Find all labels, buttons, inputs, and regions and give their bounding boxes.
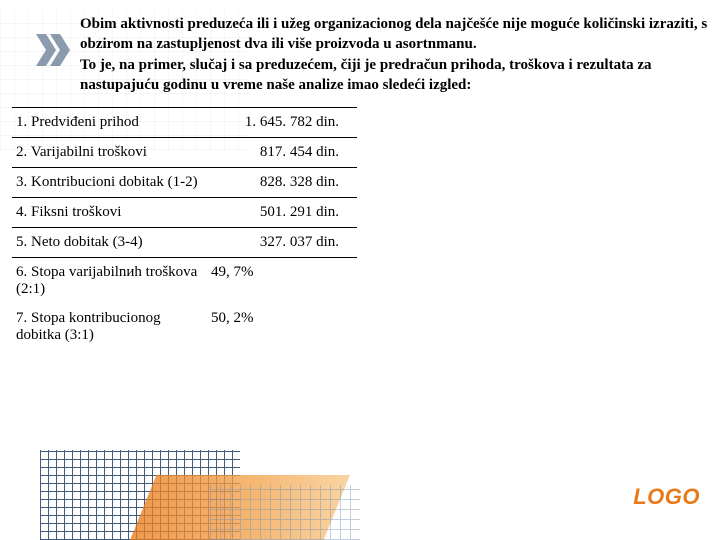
grid-light-shape bbox=[210, 485, 360, 540]
row-value: 501. 291 din. bbox=[207, 198, 357, 228]
intro-paragraph: Obim aktivnosti preduzeća ili i užeg org… bbox=[80, 14, 708, 95]
row-label: 3. Kontribucioni dobitak (1-2) bbox=[12, 168, 207, 198]
forward-arrows-icon bbox=[34, 26, 82, 74]
corner-pattern bbox=[40, 430, 360, 540]
table-row: 2. Varijabilni troškovi 817. 454 din. bbox=[12, 138, 357, 168]
row-label: 4. Fiksni troškovi bbox=[12, 198, 207, 228]
table-row: 7. Stopa kontribucionog dobitka (3:1) 50… bbox=[12, 304, 357, 350]
table-row: 4. Fiksni troškovi 501. 291 din. bbox=[12, 198, 357, 228]
row-label: 7. Stopa kontribucionog dobitka (3:1) bbox=[12, 304, 207, 350]
row-value: 828. 328 din. bbox=[207, 168, 357, 198]
financial-table: 1. Predviđeni prihod 1. 645. 782 din. 2.… bbox=[12, 107, 357, 350]
row-label: 2. Varijabilni troškovi bbox=[12, 138, 207, 168]
row-label: 1. Predviđeni prihod bbox=[12, 108, 207, 138]
table-row: 6. Stopa varijabilnиh troškova (2:1) 49,… bbox=[12, 258, 357, 305]
row-value: 50, 2% bbox=[207, 304, 357, 350]
orange-banner bbox=[130, 475, 350, 540]
row-value: 817. 454 din. bbox=[207, 138, 357, 168]
logo-text: LOGO bbox=[633, 484, 700, 510]
row-value: 1. 645. 782 din. bbox=[207, 108, 357, 138]
grid-dark-shape bbox=[40, 450, 240, 540]
row-value: 49, 7% bbox=[207, 258, 357, 305]
table-row: 5. Neto dobitak (3-4) 327. 037 din. bbox=[12, 228, 357, 258]
table-row: 3. Kontribucioni dobitak (1-2) 828. 328 … bbox=[12, 168, 357, 198]
row-label: 5. Neto dobitak (3-4) bbox=[12, 228, 207, 258]
table-row: 1. Predviđeni prihod 1. 645. 782 din. bbox=[12, 108, 357, 138]
row-value: 327. 037 din. bbox=[207, 228, 357, 258]
slide-page: Obim aktivnosti preduzeća ili i užeg org… bbox=[0, 0, 720, 540]
row-label: 6. Stopa varijabilnиh troškova (2:1) bbox=[12, 258, 207, 305]
